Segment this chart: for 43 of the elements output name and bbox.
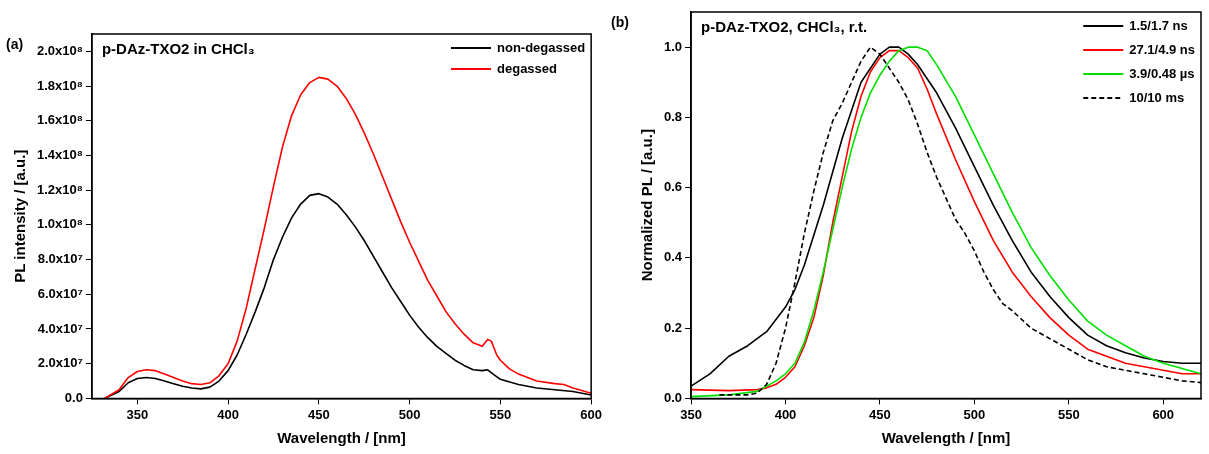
x-tick-label: 500: [963, 406, 986, 422]
x-axis-title: Wavelength / [nm]: [277, 429, 406, 447]
text: (a): [6, 35, 24, 52]
x-tick-label: 450: [307, 406, 330, 422]
chart-title: p-DAz-TXO2, CHCl₃, r.t.: [701, 17, 868, 35]
y-tick-label: 0.6: [663, 179, 683, 195]
y-tick-label: 0.0: [663, 389, 683, 405]
y-tick-label: 0.4: [663, 249, 683, 265]
y-tick-label: 6.0x10⁷: [37, 285, 83, 301]
y-tick-label: 1.2x10⁸: [37, 181, 83, 197]
x-tick-label: 500: [398, 406, 421, 422]
legend-label: 10/10 ms: [1129, 89, 1185, 105]
x-tick-label: 450: [869, 406, 891, 422]
legend-label: 3.9/0.48 µs: [1129, 65, 1195, 81]
x-tick-label: 600: [1152, 406, 1175, 422]
x-tick-label: 400: [774, 406, 797, 422]
y-tick-label: 1.4x10⁸: [37, 147, 83, 163]
x-tick-label: 400: [217, 406, 239, 422]
legend-label: degassed: [497, 60, 558, 76]
legend-label: 1.5/1.7 ns: [1129, 17, 1188, 33]
legend-label: non-degassed: [497, 39, 586, 55]
x-tick-label: 600: [580, 406, 603, 422]
x-axis-title: Wavelength / [nm]: [881, 429, 1011, 447]
x-tick-label: 550: [1057, 406, 1080, 422]
y-tick-label: 8.0x10⁷: [37, 251, 83, 267]
y-axis-title: PL intensity / [a.u.]: [11, 149, 29, 283]
y-tick-label: 0.0: [64, 389, 83, 405]
text: (b): [611, 13, 629, 30]
y-tick-label: 2.0x10⁷: [37, 355, 83, 371]
y-tick-label: 2.0x10⁸: [37, 42, 83, 58]
y-tick-label: 1.6x10⁸: [37, 112, 83, 128]
x-tick-label: 350: [680, 406, 702, 422]
y-tick-label: 4.0x10⁷: [37, 320, 83, 336]
y-tick-label: 1.0x10⁸: [37, 216, 83, 232]
legend-label: 27.1/4.9 ns: [1129, 41, 1196, 57]
y-tick-label: 0.2: [663, 319, 683, 335]
y-axis-title: Normalized PL / [a.u.]: [638, 129, 656, 282]
x-tick-label: 350: [126, 406, 149, 422]
x-tick-label: 550: [489, 406, 512, 422]
y-tick-label: 1.8x10⁸: [37, 77, 83, 93]
y-tick-label: 1.0: [663, 38, 683, 54]
y-tick-label: 0.8: [663, 108, 683, 124]
chart-title: p-DAz-TXO2 in CHCl₃: [101, 39, 255, 57]
